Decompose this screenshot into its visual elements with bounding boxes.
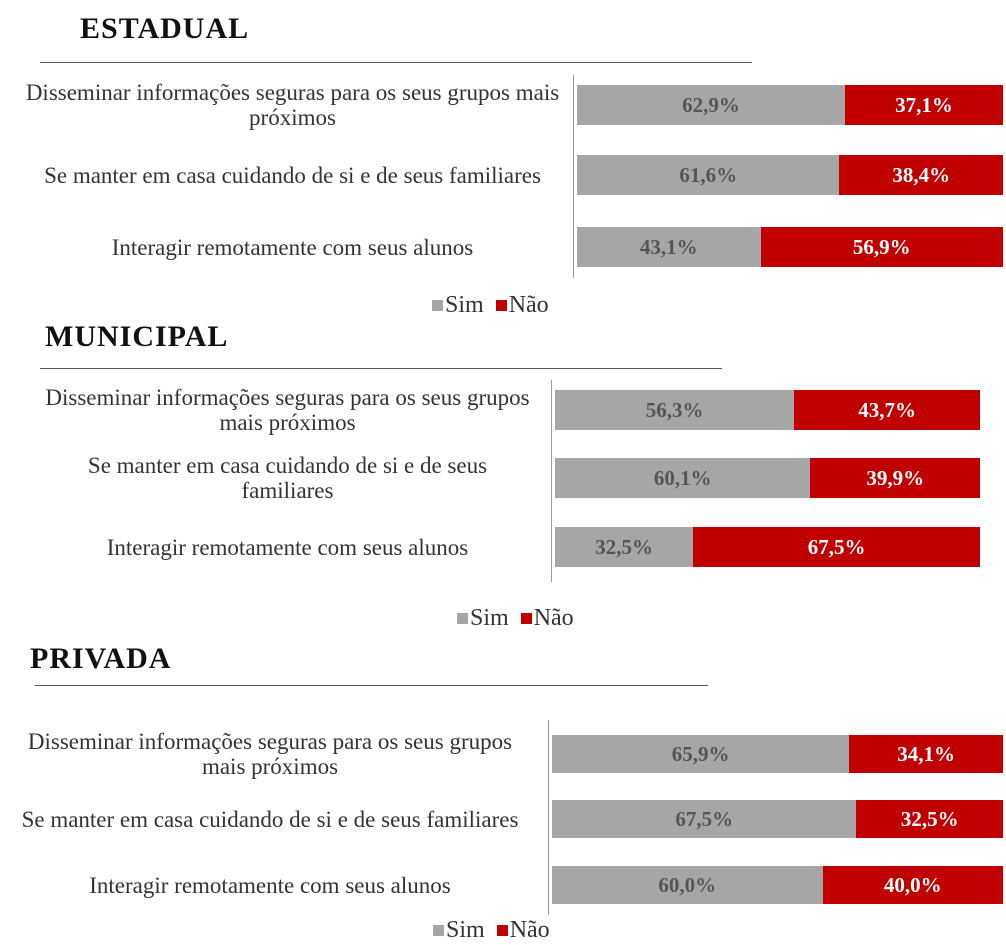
category-label: Disseminar informações seguras para os s… xyxy=(27,729,513,779)
value-label: 56,9% xyxy=(852,234,911,259)
legend-swatch xyxy=(433,924,444,936)
value-label: 43,7% xyxy=(858,397,916,422)
legend-label: Sim xyxy=(446,916,485,943)
category-label: Interagir remotamente com seus alunos xyxy=(89,872,451,898)
legend-item: Não xyxy=(520,604,574,632)
legend-item: Sim xyxy=(457,605,509,632)
legend-swatch xyxy=(432,299,443,311)
bar-segment: 38,4% xyxy=(839,155,1003,195)
value-label: 43,1% xyxy=(639,234,698,259)
title-rule xyxy=(40,368,722,369)
category-label: Disseminar informações seguras para os s… xyxy=(45,385,530,435)
bar-segment: 62,9% xyxy=(577,85,845,125)
legend: Sim Não xyxy=(457,603,580,633)
bar-segment: 43,7% xyxy=(794,390,980,430)
legend-label: Sim xyxy=(445,291,484,318)
legend-item: Não xyxy=(495,291,549,319)
bar-segment: 65,9% xyxy=(552,735,850,773)
category-label: Interagir remotamente com seus alunos xyxy=(111,234,474,260)
legend-label: Não xyxy=(533,604,574,631)
value-label: 67,5% xyxy=(807,534,866,559)
bar-segment: 34,1% xyxy=(849,735,1003,773)
value-label: 38,4% xyxy=(892,162,951,187)
legend-item: Sim xyxy=(433,917,485,944)
bar-segment: 60,1% xyxy=(555,458,811,498)
bar-segment: 61,6% xyxy=(577,155,840,195)
bar-segment: 37,1% xyxy=(844,85,1003,125)
value-label: 40,0% xyxy=(883,872,942,897)
category-label: Se manter em casa cuidando de si e de se… xyxy=(21,806,519,832)
value-label: 60,1% xyxy=(653,465,712,490)
category-label: Se manter em casa cuidando de si e de se… xyxy=(44,162,541,188)
value-label: 65,9% xyxy=(671,741,730,766)
bar-segment: 67,5% xyxy=(693,527,980,567)
bar-segment: 67,5% xyxy=(552,800,857,838)
legend: Sim Não xyxy=(432,290,555,320)
bar-segment: 32,5% xyxy=(856,800,1003,838)
value-label: 61,6% xyxy=(679,162,738,187)
category-axis xyxy=(548,720,549,915)
legend-swatch xyxy=(495,299,507,311)
legend-swatch xyxy=(520,612,532,624)
legend-label: Não xyxy=(509,916,550,943)
bar-segment: 43,1% xyxy=(577,227,761,267)
value-label: 34,1% xyxy=(897,741,955,766)
legend-label: Não xyxy=(508,291,549,318)
category-axis xyxy=(573,75,574,278)
value-label: 32,5% xyxy=(595,534,653,559)
bar-segment: 40,0% xyxy=(822,866,1003,904)
category-label: Interagir remotamente com seus alunos xyxy=(106,534,469,560)
chart-title: MUNICIPAL xyxy=(45,320,229,353)
legend-swatch xyxy=(457,612,468,624)
value-label: 62,9% xyxy=(682,92,740,117)
title-rule xyxy=(35,685,708,686)
legend: Sim Não xyxy=(433,915,556,945)
legend-item: Não xyxy=(496,916,550,944)
legend-swatch xyxy=(496,924,508,936)
chart-title: ESTADUAL xyxy=(80,12,250,45)
value-label: 37,1% xyxy=(895,92,953,117)
legend-label: Sim xyxy=(470,604,509,631)
value-label: 39,9% xyxy=(866,465,925,490)
bar-segment: 60,0% xyxy=(552,866,823,904)
bar-segment: 56,3% xyxy=(555,390,795,430)
value-label: 67,5% xyxy=(675,806,734,831)
category-axis xyxy=(551,380,552,582)
legend-item: Sim xyxy=(432,292,484,319)
chart-title: PRIVADA xyxy=(30,642,172,675)
bar-segment: 32,5% xyxy=(555,527,694,567)
category-label: Se manter em casa cuidando de si e de se… xyxy=(87,453,488,503)
title-rule xyxy=(40,62,752,63)
value-label: 60,0% xyxy=(658,872,717,897)
value-label: 56,3% xyxy=(645,397,704,422)
category-label: Disseminar informações seguras para os s… xyxy=(25,80,560,130)
bar-segment: 39,9% xyxy=(810,458,980,498)
value-label: 32,5% xyxy=(900,806,959,831)
bar-segment: 56,9% xyxy=(760,227,1003,267)
